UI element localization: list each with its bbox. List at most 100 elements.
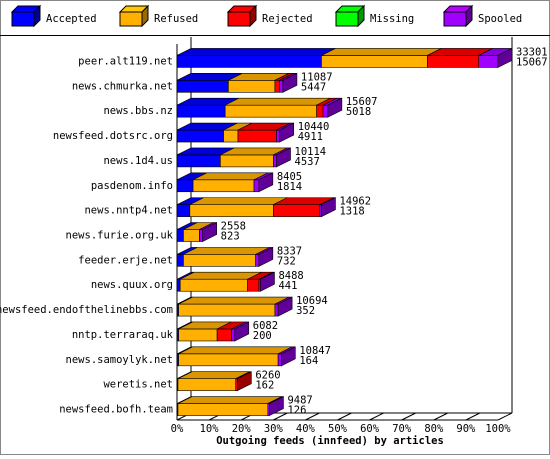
bar-side (277, 296, 293, 317)
bar-segment (228, 80, 276, 93)
bar-segment (199, 229, 203, 242)
legend-swatch (119, 11, 143, 27)
bar-label-top: 10847 (299, 345, 331, 357)
bar-label-top: 6082 (253, 320, 278, 332)
bar-label-top: 8488 (278, 270, 303, 282)
bar-segment (179, 278, 248, 292)
bar-label-top: 14962 (339, 196, 371, 208)
bar-segment (223, 129, 239, 143)
x-axis-title: Outgoing feeds (innfeed) by articles (216, 435, 444, 447)
bar-label-bottom: 4537 (295, 156, 320, 168)
x-tick-label: 80% (424, 423, 444, 435)
bar-label-bottom: 1814 (277, 181, 302, 193)
bar-label-top: 10114 (295, 146, 327, 158)
bar-segment (177, 403, 269, 416)
y-tick-label: news.bbs.nz (103, 105, 173, 117)
x-tick-label: 50% (328, 423, 348, 435)
bar-segment (231, 328, 236, 342)
legend-swatch-side (465, 4, 473, 28)
bar-label-bottom: 126 (287, 405, 306, 417)
bar-segment (224, 104, 317, 118)
bar-segment (177, 378, 237, 392)
bar-label-top: 8405 (277, 171, 302, 183)
bar-segment (277, 353, 282, 367)
legend-swatch-side (33, 4, 41, 28)
x-tick (369, 412, 384, 421)
bar-segment (176, 129, 224, 143)
y-tick-label: weretis.net (103, 379, 173, 391)
y-tick-label: peer.alt119.net (78, 55, 173, 67)
bar-segment (247, 278, 260, 292)
x-tick (433, 412, 449, 421)
bar-segment (220, 154, 274, 168)
bar-side (258, 246, 274, 267)
bar-label-bottom: 441 (278, 280, 297, 292)
y-tick-label: news.nntp4.net (84, 205, 173, 217)
bar-label-bottom: 162 (255, 380, 274, 392)
bar-segment-top (225, 97, 331, 106)
x-tick (273, 412, 288, 421)
x-tick-label: 0% (171, 423, 184, 435)
bar-segment (178, 328, 218, 342)
bar-segment-top (183, 247, 270, 255)
bar-label-bottom: 5018 (346, 106, 371, 118)
y-tick-label: pasdenom.info (91, 180, 173, 192)
bar-side (258, 172, 274, 193)
bar-segment (178, 353, 279, 367)
bar-segment (176, 55, 322, 68)
y-tick-label: news.1d4.us (103, 155, 173, 167)
y-tick-label: news.furie.org.uk (66, 230, 174, 242)
bar-side (281, 346, 296, 367)
legend-label: Rejected (262, 13, 313, 25)
bar-segment (189, 204, 274, 217)
legend-label: Accepted (46, 13, 97, 25)
bar-segment (176, 179, 194, 193)
bar-segment (176, 80, 229, 93)
bar-label-top: 11087 (301, 71, 333, 83)
bar-segment (176, 204, 191, 217)
x-tick-label: 90% (456, 423, 476, 435)
bar-segment (276, 129, 281, 143)
x-tick-label: 40% (296, 423, 316, 435)
bar-segment (176, 278, 181, 292)
bar-side (202, 222, 217, 242)
bar-segment (176, 254, 184, 267)
bar-segment (279, 80, 284, 93)
x-tick-label: 10% (200, 423, 220, 435)
bar-side (234, 321, 250, 342)
bar-segment (321, 55, 428, 68)
legend-swatch-side (249, 4, 257, 28)
bar-segment (274, 80, 281, 93)
legend-swatch (11, 11, 35, 27)
bar-segment (216, 328, 232, 342)
bar-segment (178, 303, 276, 317)
x-tick (497, 412, 513, 421)
bar-label-top: 33301 (516, 46, 548, 58)
bar-segment (322, 104, 329, 118)
x-tick-label: 70% (392, 423, 412, 435)
bar-segment-top (178, 296, 290, 305)
bar-label-bottom: 5447 (301, 81, 326, 93)
bar-label-top: 10694 (296, 295, 328, 307)
bar-segment (316, 104, 324, 118)
bar-label-top: 8337 (277, 245, 302, 257)
bar-label-bottom: 200 (253, 330, 272, 342)
y-tick-label: newsfeed.dotsrc.org (53, 130, 173, 142)
bar-label-bottom: 4911 (298, 131, 323, 143)
y-tick-label: news.samoylyk.net (66, 354, 173, 366)
bar-segment-top (177, 396, 282, 404)
x-tick-label: 60% (360, 423, 380, 435)
bar-label-bottom: 732 (277, 255, 296, 267)
bar-side (269, 396, 284, 417)
x-tick (465, 412, 481, 421)
bar-segment (272, 154, 277, 168)
legend-swatch (227, 11, 251, 27)
x-tick-label: 20% (232, 423, 252, 435)
bar-label-bottom: 164 (299, 355, 318, 367)
bar-segment (478, 55, 499, 68)
bar-side (497, 47, 513, 68)
bar-label-top: 10440 (298, 121, 330, 133)
legend-swatch-side (141, 4, 149, 28)
bar-segment (253, 179, 260, 193)
